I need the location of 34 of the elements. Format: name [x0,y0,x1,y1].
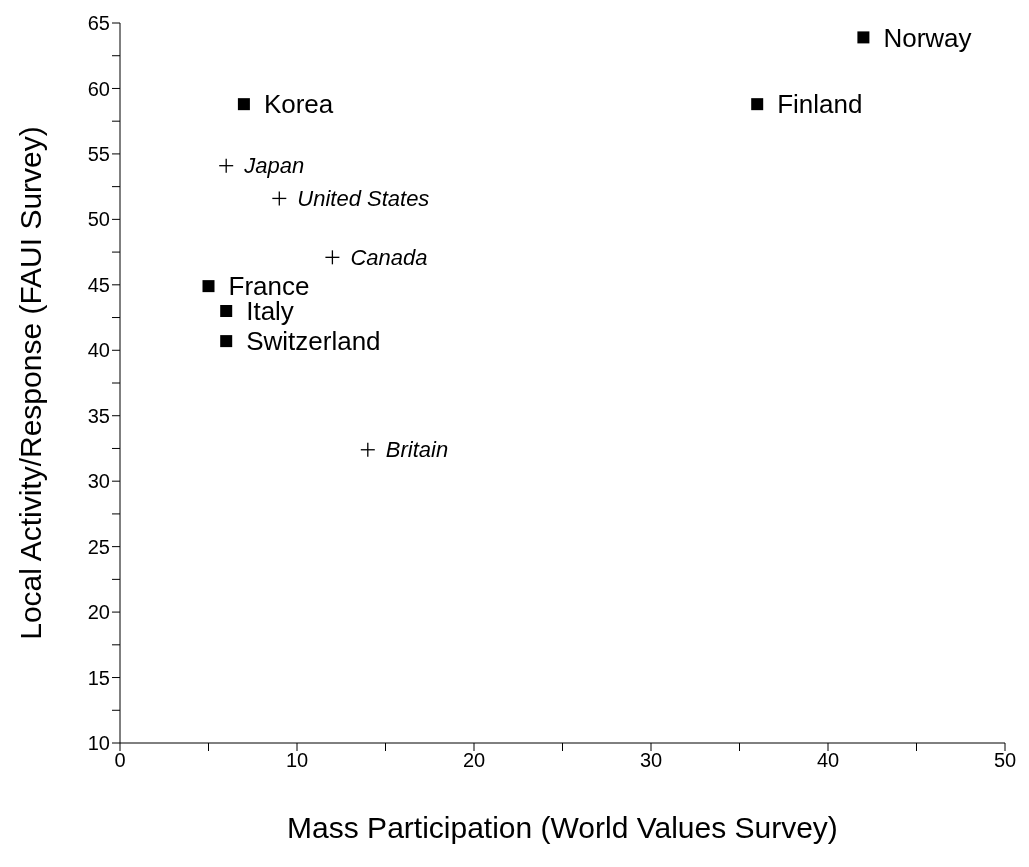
y-tick-label: 25 [87,535,110,558]
point [220,335,233,348]
y-tick-label: 30 [87,470,110,493]
y-tick-label: 35 [87,404,110,427]
x-tick-label: 40 [816,749,840,772]
y-tick-label: 45 [87,273,110,296]
y-tick-label: 65 [87,12,110,35]
point [751,98,764,111]
annotation: Switzerland [246,326,381,357]
x-axis-title: Mass Participation (World Values Survey) [287,811,838,844]
annotation: Canada [350,245,428,271]
y-tick-label: 60 [87,77,110,100]
annotation: Finland [777,89,863,120]
annotation: United States [297,186,430,212]
y-tick-label: 50 [87,208,110,231]
y-axis-title: Local Activity/Response (FAUI Survey) [13,126,47,640]
annotation: Britain [385,437,449,463]
y-tick-label: 40 [87,339,110,362]
x-tick-label: 10 [285,749,309,772]
annotation: Korea [263,89,334,120]
point [857,31,870,44]
x-tick-label: 50 [993,749,1017,772]
y-tick-label: 10 [87,732,110,755]
x-tick-label: 20 [462,749,486,772]
point [202,280,215,293]
point [220,305,233,317]
y-tick-label: 15 [87,666,110,689]
annotation: Norway [883,22,972,53]
y-tick-label: 55 [87,143,110,166]
x-tick-label: 0 [114,749,126,772]
point [237,98,250,111]
x-tick-label: 30 [639,749,663,772]
annotation: Japan [243,153,305,179]
y-tick-label: 20 [87,601,110,624]
